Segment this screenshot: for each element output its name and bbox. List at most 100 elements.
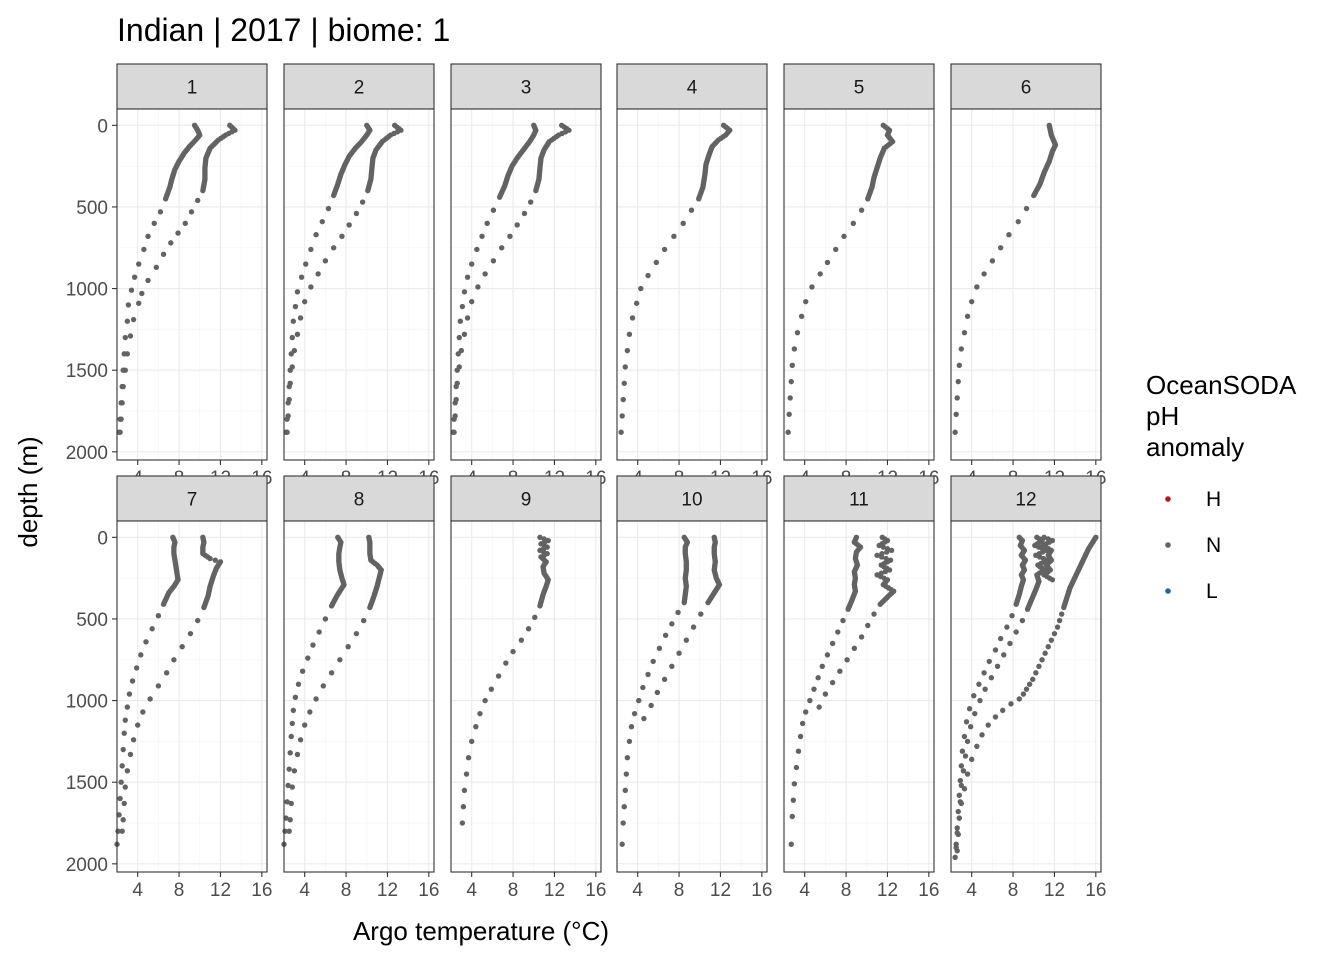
facet-strip <box>116 63 268 110</box>
data-point <box>297 315 304 321</box>
data-point <box>286 396 292 403</box>
data-point <box>988 675 995 681</box>
data-point <box>194 197 201 204</box>
data-point <box>460 803 467 810</box>
y-tick-label: 0 <box>97 528 108 549</box>
y-tick-label: 1000 <box>66 280 108 301</box>
data-point <box>201 604 207 611</box>
data-point <box>179 644 185 650</box>
x-tick-label: 16 <box>1085 880 1106 901</box>
data-point <box>287 380 293 386</box>
data-point <box>829 679 836 686</box>
data-point <box>116 812 122 818</box>
data-point <box>200 187 206 194</box>
data-point <box>958 346 965 352</box>
facet-strip <box>450 475 602 522</box>
data-point <box>954 395 960 401</box>
data-point <box>498 245 505 251</box>
data-point <box>648 702 654 709</box>
data-point <box>130 316 137 323</box>
data-point <box>958 763 965 769</box>
data-point <box>989 258 996 264</box>
data-point <box>968 298 975 305</box>
data-point <box>1031 192 1037 199</box>
data-point <box>688 207 695 213</box>
data-point <box>886 567 893 573</box>
data-point <box>305 655 311 661</box>
data-point <box>817 271 823 277</box>
data-point <box>310 642 316 648</box>
y-tick-label: 1500 <box>66 361 108 382</box>
x-tick-label: 12 <box>710 880 731 901</box>
data-point <box>1023 205 1030 212</box>
data-point <box>962 753 969 759</box>
data-point <box>119 828 125 834</box>
data-point <box>621 803 627 810</box>
data-point <box>1045 644 1051 650</box>
data-point <box>858 207 865 213</box>
data-point <box>661 676 668 683</box>
data-point <box>488 686 495 692</box>
legend-label-l: L <box>1206 580 1218 603</box>
data-point <box>641 715 647 722</box>
data-point <box>339 233 345 240</box>
data-point <box>961 329 968 336</box>
data-point <box>124 704 131 710</box>
data-point <box>956 362 962 369</box>
data-point <box>986 658 992 665</box>
data-point <box>118 779 124 785</box>
facet-panel-4: 4481216 <box>616 63 772 489</box>
data-point <box>1054 624 1061 630</box>
data-point <box>974 743 980 749</box>
data-point <box>122 784 128 790</box>
legend-title-line-3: anomaly <box>1146 432 1244 462</box>
data-point <box>474 246 480 253</box>
facet-panel-1: 14812160500100015002000 <box>66 63 272 489</box>
facet-strip-label: 8 <box>354 490 365 511</box>
data-point <box>468 261 475 267</box>
data-point <box>793 764 800 771</box>
data-point <box>140 709 146 715</box>
data-point <box>1016 696 1022 702</box>
facet-panel-3: 3481216 <box>450 63 606 489</box>
panel-background <box>117 521 267 872</box>
data-point <box>328 670 335 676</box>
data-point <box>117 795 123 802</box>
data-point <box>624 347 631 354</box>
legend-label-h: H <box>1206 488 1221 511</box>
data-point <box>330 192 337 199</box>
y-tick-label: 500 <box>76 198 108 219</box>
data-point <box>320 683 327 689</box>
data-point <box>143 639 149 645</box>
data-point <box>503 660 509 666</box>
data-point <box>313 232 319 238</box>
data-point <box>127 751 134 758</box>
data-point <box>840 617 846 624</box>
data-point <box>124 351 131 357</box>
y-axis-title: depth (m) <box>13 436 43 547</box>
data-point <box>120 383 126 390</box>
x-tick-label: 8 <box>508 880 519 901</box>
data-point <box>992 714 999 720</box>
data-point <box>141 246 147 253</box>
data-point <box>475 284 481 290</box>
data-point <box>157 209 164 215</box>
data-point <box>619 841 625 847</box>
data-point <box>468 298 475 305</box>
data-point <box>671 233 677 240</box>
data-point <box>122 717 128 723</box>
facet-panel-10: 10 4 8 12 16 <box>616 475 772 901</box>
data-point <box>459 820 466 826</box>
facet-strip-label: 7 <box>187 490 198 511</box>
data-point <box>490 207 497 213</box>
data-point <box>997 635 1004 642</box>
facet-strip <box>950 63 1102 110</box>
legend-title-line-1: OceanSODA <box>1146 370 1297 400</box>
data-point <box>124 768 131 774</box>
data-point <box>824 259 831 266</box>
data-point <box>653 259 660 266</box>
data-point <box>319 218 325 225</box>
data-point <box>468 738 475 745</box>
data-point <box>954 825 960 831</box>
legend: OceanSODA pH anomaly H N L <box>1146 370 1297 603</box>
